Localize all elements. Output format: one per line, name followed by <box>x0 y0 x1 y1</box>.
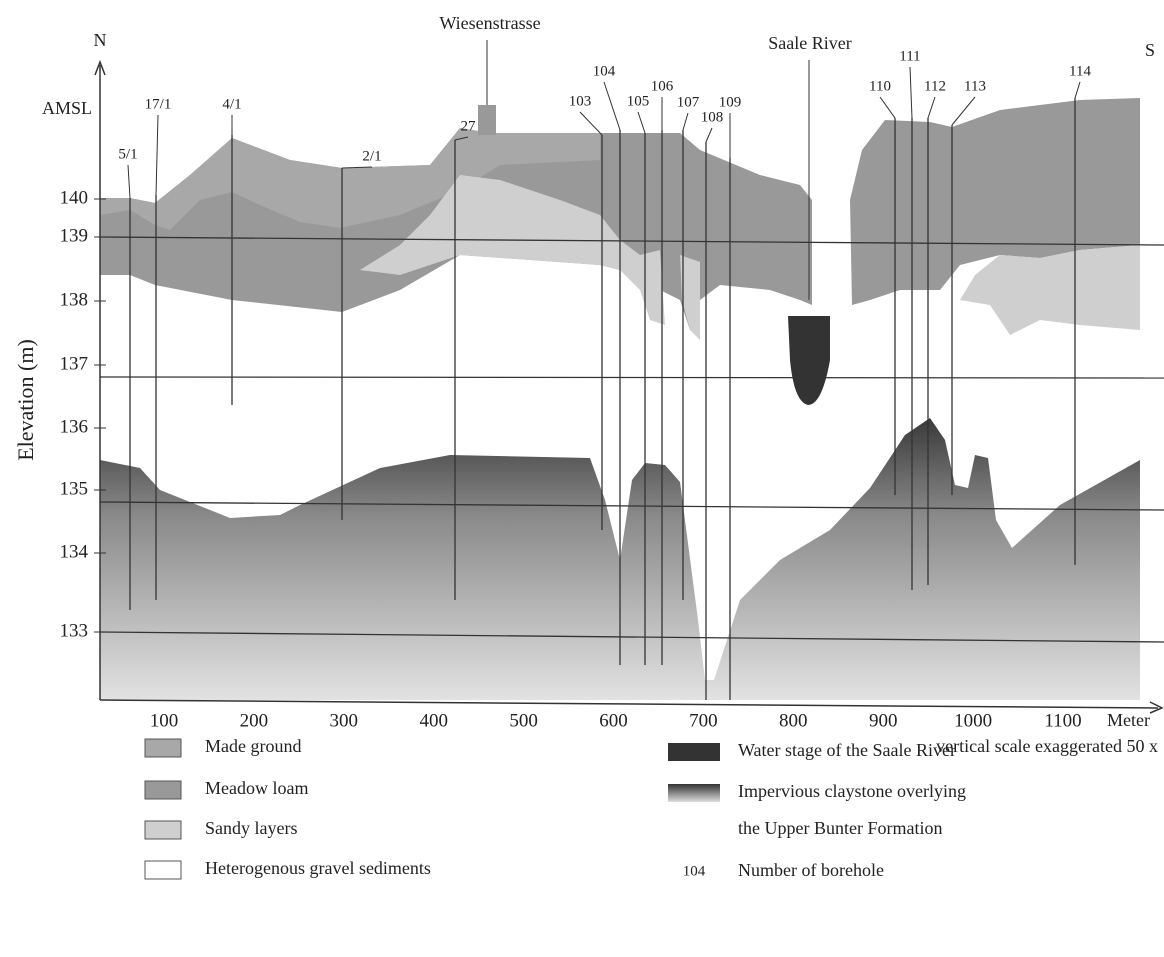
x-tick-label: 100 <box>150 710 179 731</box>
borehole-label: 4/1 <box>222 96 241 112</box>
borehole-label: 111 <box>899 48 920 64</box>
x-tick-label: 500 <box>509 710 538 731</box>
scale-note: vertical scale exaggerated 50 x <box>936 736 1158 756</box>
swatch <box>668 784 720 802</box>
legend-label: the Upper Bunter Formation <box>738 818 942 838</box>
y-tick-label: 135 <box>60 478 89 499</box>
y-tick-label: 136 <box>60 416 89 437</box>
borehole-label: 5/1 <box>118 146 137 162</box>
swatch <box>145 739 181 757</box>
x-tick-label: 900 <box>869 710 898 731</box>
legend-label: Number of borehole <box>738 860 884 880</box>
x-tick-label: 1000 <box>954 710 992 731</box>
y-tick-label: 139 <box>60 225 89 246</box>
swatch <box>145 861 181 879</box>
legend-sample: 104 <box>683 863 706 879</box>
legend-label: Meadow loam <box>205 778 308 798</box>
x-tick-label: 200 <box>240 710 269 731</box>
landmark: Wiesenstrasse <box>439 13 540 33</box>
borehole-label: 109 <box>719 94 742 110</box>
landmark: Saale River <box>768 33 851 53</box>
borehole-label: 112 <box>924 78 946 94</box>
borehole-label: 107 <box>677 94 700 110</box>
x-tick-label: 400 <box>419 710 448 731</box>
north-label: N <box>94 30 107 50</box>
borehole-label: 103 <box>569 93 592 109</box>
x-tick-label: 1100 <box>1044 710 1081 731</box>
swatch <box>145 821 181 839</box>
legend-label: Sandy layers <box>205 818 297 838</box>
x-tick-label: 700 <box>689 710 718 731</box>
borehole-label: 17/1 <box>145 96 172 112</box>
borehole-label: 27 <box>461 118 477 134</box>
legend-label: Impervious claystone overlying <box>738 781 966 801</box>
x-tick-label: 600 <box>599 710 628 731</box>
x-tick-label: 300 <box>330 710 359 731</box>
leader <box>604 82 620 130</box>
wiesenstrasse-dam <box>478 105 496 135</box>
leader <box>880 97 895 118</box>
leader <box>1075 82 1080 98</box>
leader <box>706 128 712 142</box>
borehole-label: 110 <box>869 78 891 94</box>
swatch <box>145 781 181 799</box>
leader <box>910 67 912 118</box>
borehole-label: 105 <box>627 93 650 109</box>
y-tick-label: 133 <box>60 620 89 641</box>
y-tick-label: 137 <box>60 353 89 374</box>
y-tick-label: 138 <box>60 289 89 310</box>
legend: Made ground Meadow loam Sandy layers Het… <box>145 736 966 880</box>
sandy-layers <box>960 245 1140 335</box>
leader <box>128 165 130 198</box>
water-stage <box>788 316 830 405</box>
borehole-label: 113 <box>964 78 986 94</box>
leader <box>156 115 158 195</box>
leader <box>683 113 688 130</box>
borehole-label: 114 <box>1069 63 1091 79</box>
south-label: S <box>1145 40 1155 60</box>
borehole-label: 2/1 <box>362 148 381 164</box>
y-tick-label: 134 <box>60 541 89 562</box>
y-axis-title: Elevation (m) <box>13 339 38 461</box>
borehole-label: 106 <box>651 78 674 94</box>
y-tick-label: 140 <box>60 187 89 208</box>
borehole-label: 108 <box>701 109 724 125</box>
swatch <box>668 743 720 761</box>
leader <box>928 97 935 118</box>
datum-label: AMSL <box>42 98 92 118</box>
leader <box>638 112 645 133</box>
x-tick-label: 800 <box>779 710 808 731</box>
legend-label: Made ground <box>205 736 301 756</box>
leader <box>580 112 602 135</box>
cross-section: N S AMSL Elevation (m) Meter vertical sc… <box>0 0 1164 957</box>
x-unit: Meter <box>1107 710 1150 730</box>
legend-label: Heterogenous gravel sediments <box>205 858 431 878</box>
borehole-label: 104 <box>593 63 616 79</box>
legend-label: Water stage of the Saale River <box>738 740 956 760</box>
